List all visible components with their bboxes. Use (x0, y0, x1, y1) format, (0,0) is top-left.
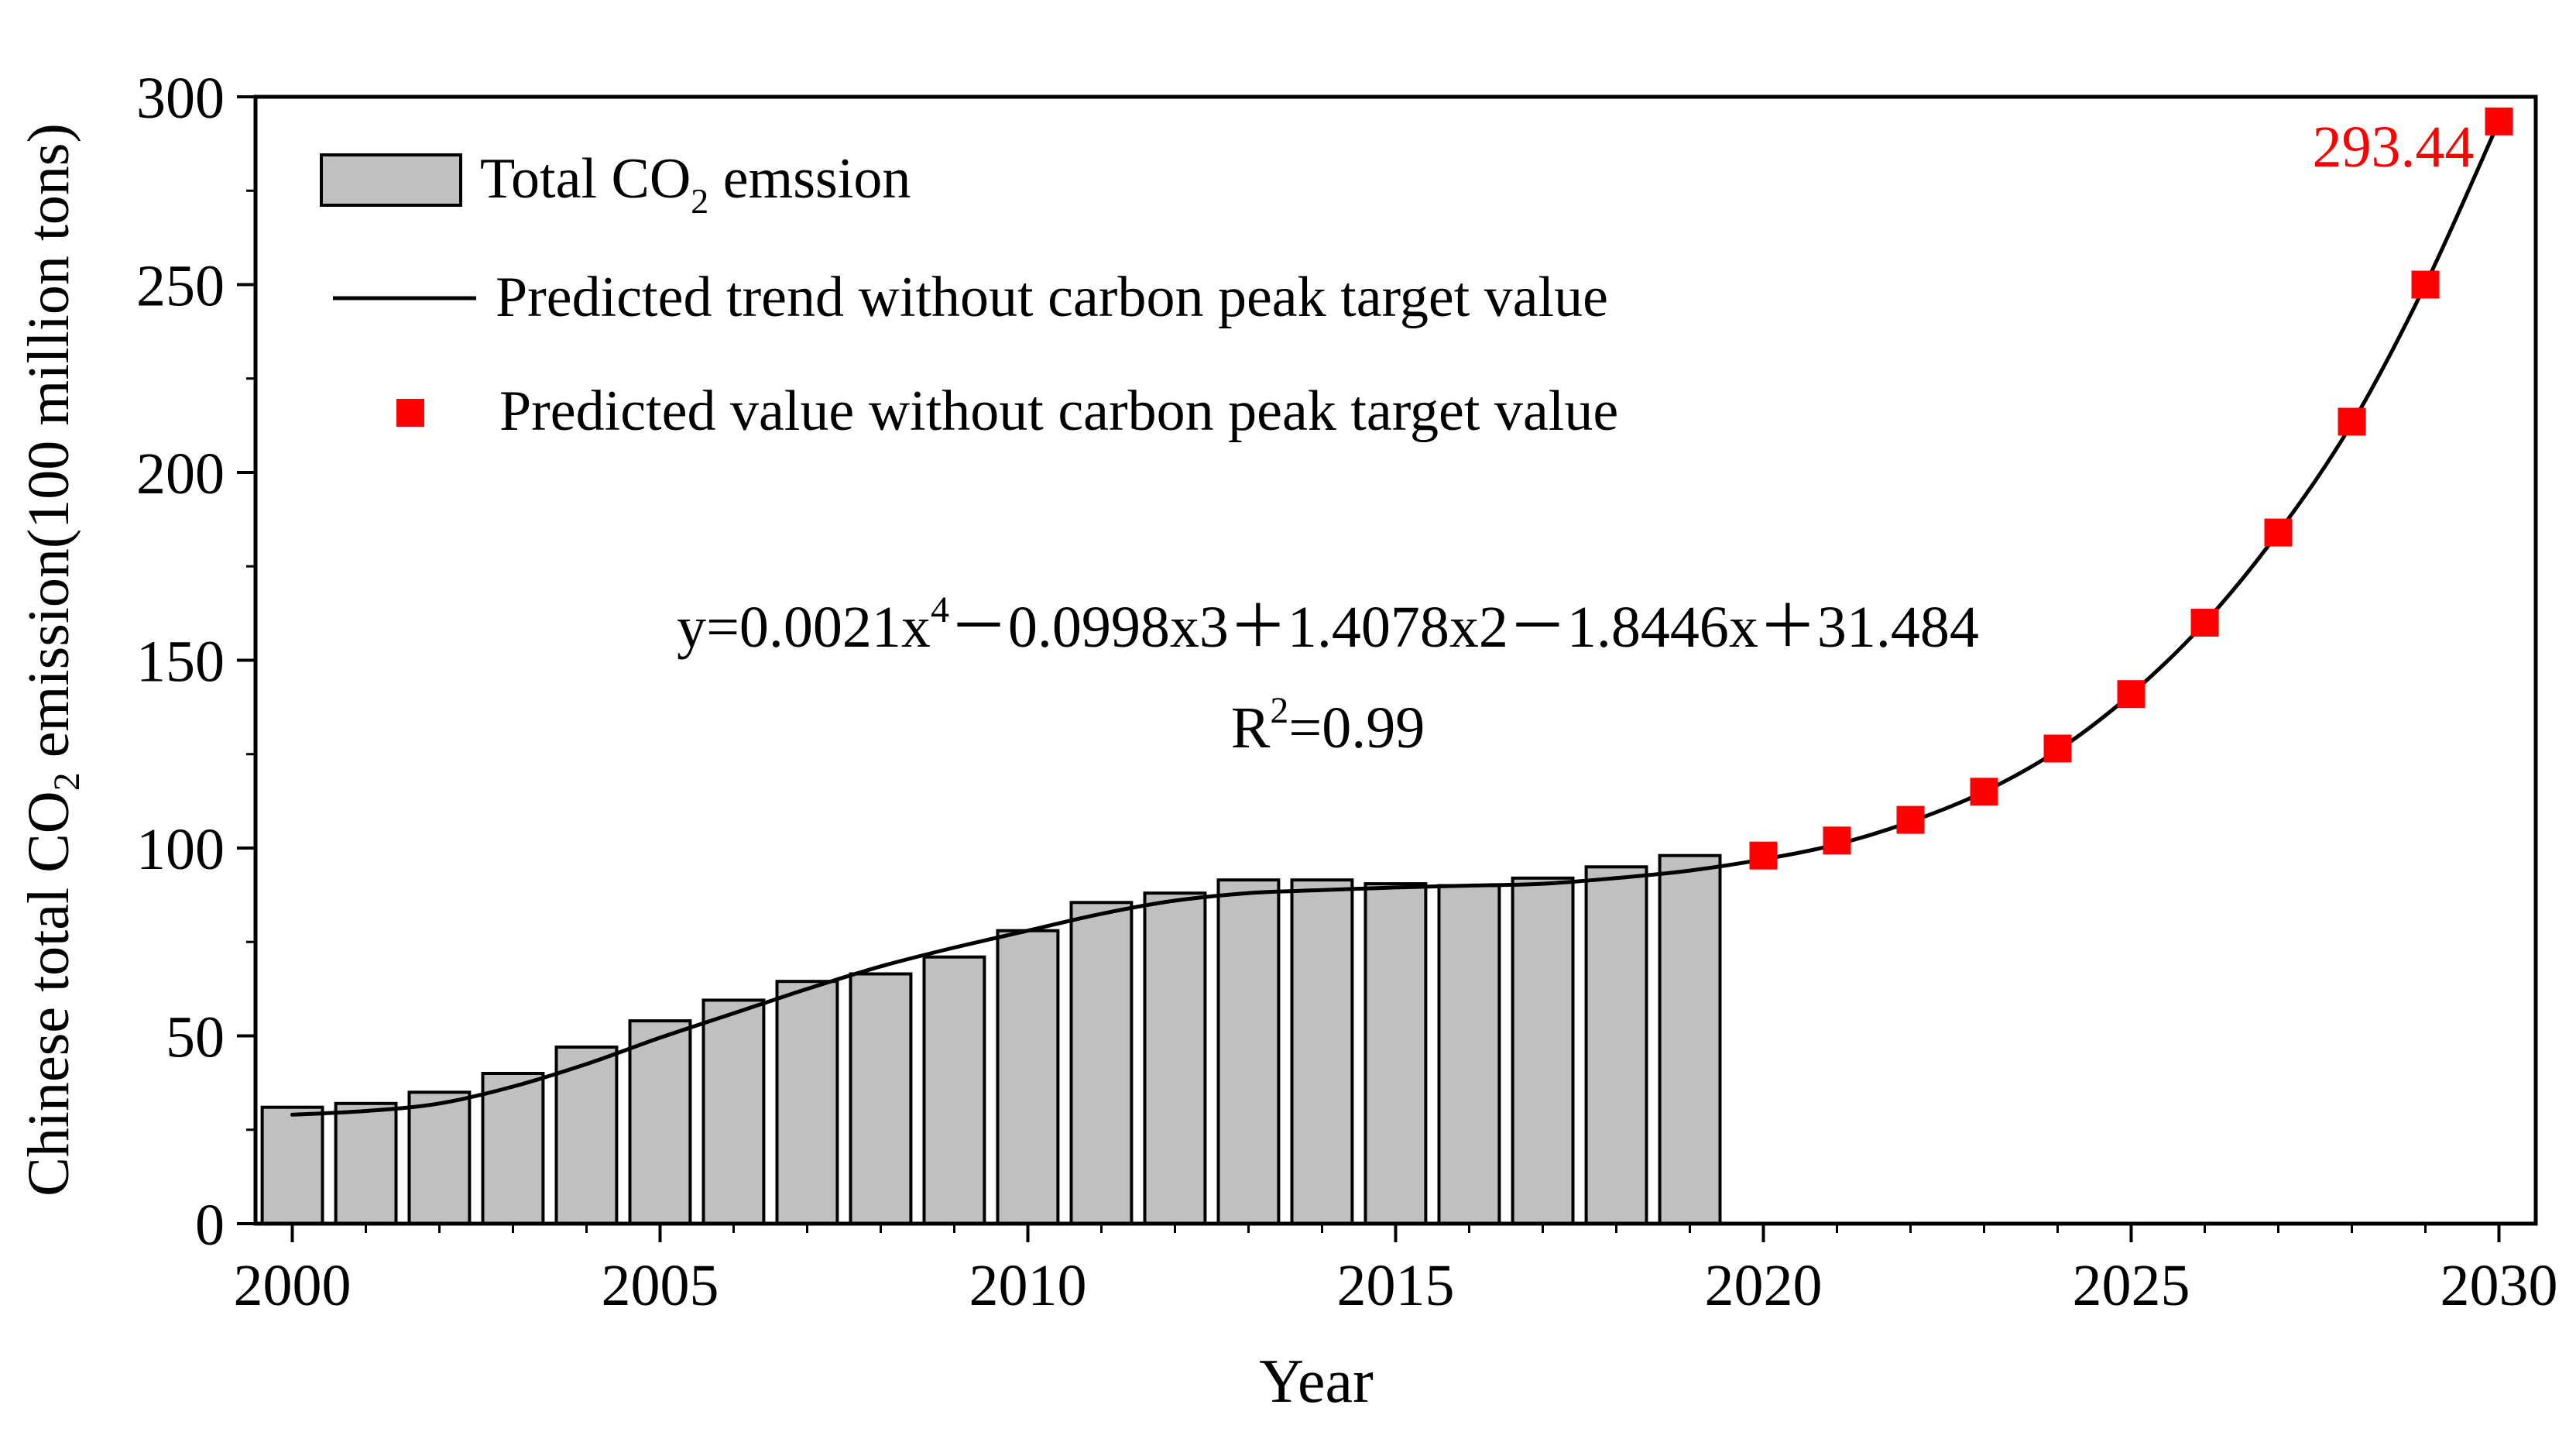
r-squared-main: R (1231, 695, 1271, 761)
predicted-point-2021 (1823, 826, 1851, 855)
y-tick-label-250: 250 (136, 254, 225, 319)
predicted-point-2024 (2043, 734, 2072, 763)
legend-bar-label-rest: emssion (708, 147, 911, 211)
y-tick-label-0: 0 (195, 1193, 225, 1258)
bar-2004 (554, 1046, 619, 1225)
bar-2002 (407, 1090, 472, 1226)
y-axis-ticks: 0 50 100 150 200 250 300 (136, 66, 256, 1258)
bar-2009 (922, 955, 986, 1225)
equation-superscript: 4 (931, 589, 949, 630)
predicted-point-2029 (2411, 270, 2440, 299)
y-tick-label-150: 150 (136, 630, 225, 695)
predicted-point-2022 (1896, 805, 1925, 834)
bars-layer (260, 853, 1722, 1226)
y-tick-label-50: 50 (166, 1005, 225, 1070)
predicted-point-2020 (1749, 841, 1778, 870)
x-tick-label-2005: 2005 (602, 1253, 719, 1318)
legend-bar-label-subscript: 2 (691, 181, 708, 221)
bar-2003 (481, 1072, 545, 1225)
equation-part-1: y=0.0021x (677, 595, 931, 660)
peak-value-label: 293.44 (2313, 115, 2475, 180)
x-tick-label-2000: 2000 (234, 1253, 352, 1318)
legend-bar-label-main: Total CO (480, 147, 691, 211)
bar-2015 (1363, 882, 1428, 1225)
x-tick-label-2025: 2025 (2073, 1253, 2190, 1318)
bar-2018 (1584, 865, 1648, 1226)
legend-predicted-label: Predicted value without carbon peak targ… (499, 379, 1618, 443)
legend-trend-label: Predicted trend without carbon peak targ… (496, 266, 1608, 329)
equation-part-2: －0.0998x3＋1.4078x2－1.8446x＋31.484 (949, 595, 1979, 660)
x-axis-ticks: 2000 2005 2010 2015 2020 2025 2030 (234, 1224, 2558, 1318)
r-squared-superscript: 2 (1270, 690, 1288, 731)
bar-2010 (996, 929, 1060, 1225)
r-squared-annotation: R2=0.99 (1231, 690, 1425, 761)
bar-2007 (775, 980, 839, 1225)
predicted-point-2023 (1970, 778, 1998, 806)
bar-2005 (628, 1019, 692, 1225)
bar-2000 (260, 1105, 324, 1225)
bar-2006 (701, 998, 766, 1226)
x-tick-label-2010: 2010 (969, 1253, 1087, 1318)
bar-2012 (1143, 891, 1207, 1225)
x-axis-label: Year (1259, 1348, 1373, 1416)
bar-2014 (1290, 878, 1354, 1225)
predicted-point-2028 (2338, 407, 2366, 436)
legend-bar-label: Total CO2 emssion (480, 147, 911, 221)
y-axis-label-subscript: 2 (46, 772, 87, 791)
predicted-point-2030 (2485, 107, 2513, 136)
bar-2013 (1216, 878, 1281, 1225)
equation-annotation: y=0.0021x4－0.0998x3＋1.4078x2－1.8446x＋31.… (677, 589, 1979, 660)
predicted-point-2026 (2190, 609, 2219, 637)
y-tick-label-100: 100 (136, 817, 225, 882)
x-tick-label-2020: 2020 (1705, 1253, 1823, 1318)
bar-2019 (1658, 853, 1722, 1225)
y-tick-label-200: 200 (136, 441, 225, 507)
bar-2008 (849, 972, 913, 1225)
legend-bar-swatch (320, 153, 462, 207)
y-tick-label-300: 300 (136, 66, 225, 131)
r-squared-rest: =0.99 (1288, 695, 1425, 761)
legend-predicted-swatch (396, 399, 424, 427)
predicted-points-layer (1749, 107, 2513, 870)
x-tick-label-2015: 2015 (1337, 1253, 1455, 1318)
y-axis-label-rest: emission(100 million tons) (16, 123, 81, 772)
bar-2011 (1069, 901, 1134, 1226)
y-axis-label-main: Chinese total CO (16, 791, 81, 1197)
predicted-point-2027 (2264, 518, 2293, 547)
bar-2001 (334, 1101, 398, 1226)
x-tick-label-2030: 2030 (2441, 1253, 2558, 1318)
legend: Total CO2 emssion Predicted trend withou… (320, 147, 1618, 443)
bar-2016 (1437, 884, 1501, 1225)
predicted-point-2025 (2117, 680, 2146, 709)
bar-2017 (1511, 876, 1575, 1226)
y-axis-label: Chinese total CO2 emission(100 million t… (16, 123, 87, 1197)
